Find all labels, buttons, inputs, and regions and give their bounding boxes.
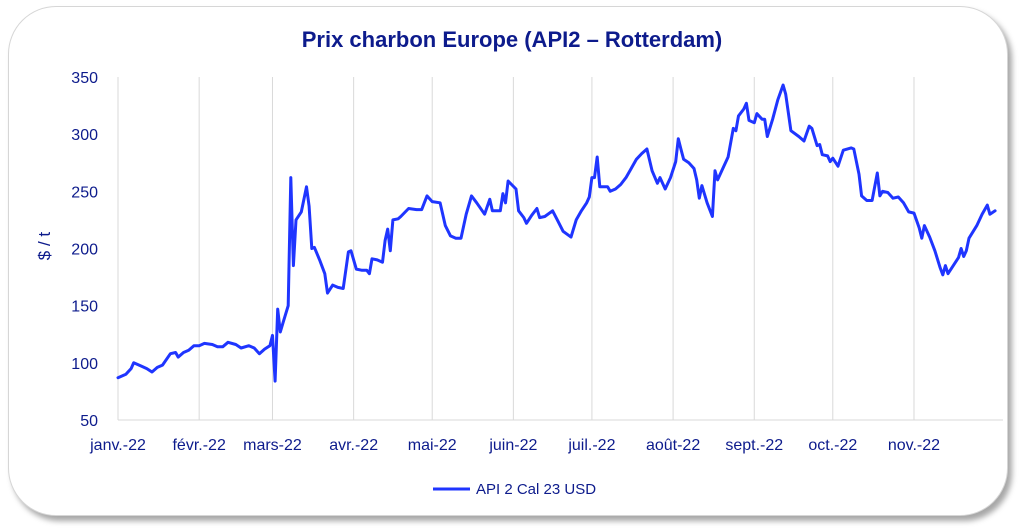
gridlines [117, 77, 1003, 421]
x-tick-label: févr.-22 [172, 437, 225, 454]
x-tick-label: janv.-22 [89, 437, 146, 454]
x-tick-label: sept.-22 [725, 437, 783, 454]
x-tick-label: juil.-22 [567, 437, 615, 454]
legend: API 2 Cal 23 USD [433, 481, 596, 498]
y-tick-label: 300 [71, 127, 98, 144]
x-tick-label: nov.-22 [888, 437, 940, 454]
y-tick-label: 250 [71, 184, 98, 201]
x-tick-label: mai-22 [408, 437, 457, 454]
y-tick-label: 150 [71, 299, 98, 316]
chart-title: Prix charbon Europe (API2 – Rotterdam) [302, 27, 723, 52]
y-tick-label: 100 [71, 356, 98, 373]
x-tick-label: juin-22 [488, 437, 537, 454]
x-tick-label: août-22 [646, 437, 700, 454]
y-tick-label: 350 [71, 70, 98, 87]
y-tick-label: 200 [71, 242, 98, 259]
legend-label: API 2 Cal 23 USD [476, 481, 596, 498]
y-tick-label: 50 [80, 413, 98, 430]
x-tick-label: avr.-22 [329, 437, 378, 454]
y-axis-ticks: 50 100 150 200 250 300 350 [71, 70, 98, 430]
x-tick-label: mars-22 [243, 437, 302, 454]
y-axis-label: $ / t [35, 232, 54, 261]
series-line-api2-cal23 [116, 83, 997, 383]
chart-card [8, 6, 1008, 516]
x-tick-label: oct.-22 [808, 437, 857, 454]
x-axis-ticks: janv.-22 févr.-22 mars-22 avr.-22 mai-22 juin… [89, 437, 940, 454]
